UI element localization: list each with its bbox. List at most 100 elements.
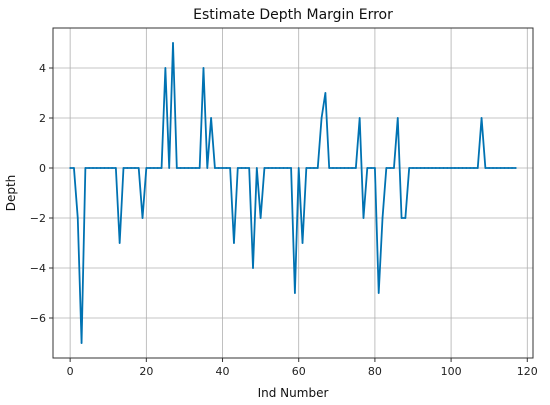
y-axis: −6 −4 −2 0 2 4 (30, 62, 53, 325)
data-point (408, 167, 411, 169)
data-point (450, 167, 452, 169)
data-point (404, 217, 407, 219)
data-point (374, 167, 376, 169)
data-point (252, 267, 254, 269)
data-point (221, 167, 224, 169)
data-point (396, 117, 399, 119)
data-point (202, 67, 205, 69)
data-point (164, 67, 167, 69)
data-point (263, 167, 266, 169)
data-point (476, 167, 479, 169)
data-point (122, 167, 125, 169)
data-point (156, 167, 159, 169)
data-point (473, 167, 475, 169)
data-point (187, 167, 190, 169)
data-point (141, 217, 144, 219)
data-point (175, 167, 178, 169)
data-point (495, 167, 498, 169)
data-point (366, 167, 369, 169)
data-point (484, 167, 487, 169)
data-point (438, 167, 441, 169)
data-point (431, 167, 433, 169)
data-point (511, 167, 513, 169)
data-point (160, 167, 163, 169)
data-point (191, 167, 193, 169)
data-point (114, 167, 117, 169)
y-tick-label: −6 (30, 312, 46, 325)
data-point (442, 167, 445, 169)
data-point (88, 167, 91, 169)
data-point (427, 167, 430, 169)
x-axis-title: Ind Number (258, 386, 329, 400)
data-point (130, 167, 132, 169)
data-point (514, 167, 517, 169)
data-point (461, 167, 464, 169)
data-point (229, 167, 232, 169)
y-tick-label: −4 (30, 262, 46, 275)
data-point (244, 167, 247, 169)
data-point (69, 167, 72, 169)
data-point (214, 167, 216, 169)
x-tick-label: 100 (441, 365, 462, 378)
data-point (393, 167, 395, 169)
data-point (419, 167, 422, 169)
data-point (385, 167, 388, 169)
data-point (118, 242, 121, 244)
data-point (370, 167, 372, 169)
data-point (434, 167, 437, 169)
data-point (271, 167, 273, 169)
data-point (499, 167, 502, 169)
data-point (354, 167, 357, 169)
data-point (328, 167, 331, 169)
data-point (172, 42, 174, 44)
data-point (137, 167, 140, 169)
data-point (351, 167, 353, 169)
data-point (84, 167, 87, 169)
data-point (103, 167, 106, 169)
data-point (347, 167, 350, 169)
data-point (457, 167, 460, 169)
data-point (267, 167, 270, 169)
data-point (415, 167, 418, 169)
data-point (168, 167, 171, 169)
data-point (335, 167, 338, 169)
data-point (297, 167, 300, 169)
data-point (294, 292, 296, 294)
data-point (248, 167, 251, 169)
data-point (492, 167, 494, 169)
data-point (313, 167, 315, 169)
data-point (358, 117, 361, 119)
y-tick-label: 2 (39, 112, 46, 125)
data-point (149, 167, 152, 169)
y-tick-label: 4 (39, 62, 46, 75)
x-axis: 0 20 40 60 80 100 120 (67, 358, 538, 378)
data-point (76, 217, 79, 219)
data-point (480, 117, 483, 119)
data-point (339, 167, 342, 169)
data-point (210, 117, 212, 119)
data-point (80, 342, 83, 344)
data-point (233, 242, 235, 244)
data-point (111, 167, 113, 169)
data-point (324, 92, 327, 94)
data-point (290, 167, 292, 169)
data-point (153, 167, 155, 169)
data-point (145, 167, 148, 169)
data-point (362, 217, 365, 219)
data-point (259, 217, 262, 219)
data-point (95, 167, 98, 169)
data-point (454, 167, 456, 169)
data-point (305, 167, 308, 169)
data-point (278, 167, 281, 169)
y-tick-label: 0 (39, 162, 46, 175)
x-tick-label: 0 (67, 365, 74, 378)
data-point (488, 167, 491, 169)
series-line (70, 42, 516, 344)
data-point (320, 117, 323, 119)
data-point (377, 292, 380, 294)
data-point (236, 167, 239, 169)
data-point (381, 217, 384, 219)
chart-title: Estimate Depth Margin Error (193, 7, 393, 23)
data-point (400, 217, 403, 219)
x-tick-label: 60 (292, 365, 306, 378)
